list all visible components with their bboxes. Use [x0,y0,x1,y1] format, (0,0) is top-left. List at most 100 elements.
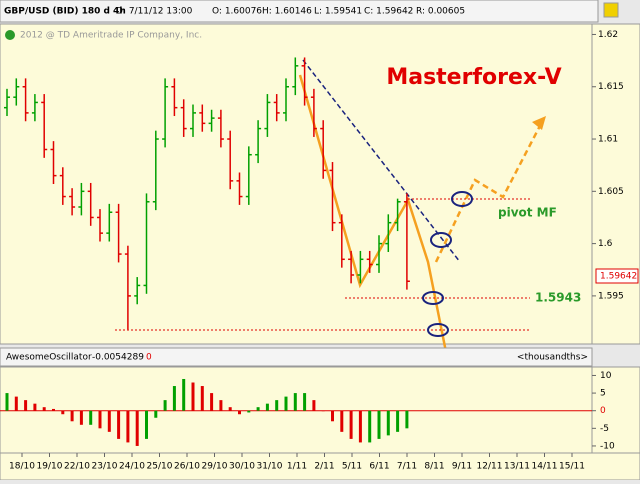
x-tick-label: 26/10 [174,462,200,472]
x-tick-label: 19/10 [37,462,63,472]
x-tick-label: 22/10 [64,462,90,472]
osc-bar [135,410,139,446]
osc-bar [70,410,74,422]
osc-bar [14,396,18,411]
arrow-head [532,116,546,130]
osc-value: -0.0054289 [92,353,144,363]
osc-bar [293,393,297,411]
osc-bar [191,382,195,411]
x-tick-label: 1/11 [287,462,307,472]
osc-title: AwesomeOscillator [6,353,92,363]
wave-line [298,74,450,363]
osc-bar [368,410,372,443]
last-price-box [595,268,639,284]
osc-bar [24,400,28,411]
x-tick-label: 9/11 [452,462,472,472]
osc-bar [33,403,37,411]
copyright: 2012 @ TD Ameritrade IP Company, Inc. [20,31,202,41]
trend-line [302,59,461,263]
symbol: GBP/USD (BID) 180 d 4h [4,7,126,17]
last-price: 1.59642 [600,272,637,282]
header-range: R: 0.00605 [416,7,465,17]
y-tick-label: 1.61 [598,135,618,145]
osc-bar [377,410,381,439]
y-tick-label: 1.615 [598,82,624,92]
osc-bar [238,410,241,415]
x-tick-label: 8/11 [424,462,444,472]
y-tick-label: -10 [600,441,615,451]
osc-bar [228,407,232,411]
projection-line [434,119,545,263]
osc-bar [61,410,65,415]
y-tick-label: 1.62 [598,30,618,40]
brand-title: Masterforex-V [386,65,561,90]
osc-bar [42,407,46,411]
y-tick-label: -5 [600,424,609,434]
osc-bar [79,410,83,425]
osc-bar [219,400,223,411]
x-tick-label: 31/10 [257,462,283,472]
osc-bar [358,410,362,443]
osc-bar [312,400,316,411]
osc-bar [349,410,353,439]
x-tick-label: 23/10 [92,462,118,472]
osc-bar [405,410,409,429]
y-tick-label: 1.605 [598,187,624,197]
x-tick-label: 25/10 [147,462,173,472]
osc-bar [210,393,214,411]
y-tick-label: 0 [600,406,606,416]
x-tick-label: 15/11 [559,462,585,472]
osc-bar [5,393,9,411]
x-tick-label: 14/11 [532,462,558,472]
marker-ellipse [422,291,444,305]
marker-ellipse [451,191,473,207]
osc-flag: 0 [146,353,152,363]
header-close: C: 1.59642 [364,7,413,17]
x-tick-label: 29/10 [202,462,228,472]
y-tick-label: 1.595 [598,291,624,301]
osc-bar [200,386,204,411]
osc-bar [256,407,260,411]
x-tick-label: 6/11 [369,462,389,472]
osc-unit: <thousandths> [517,353,588,363]
osc-bar [98,410,102,429]
osc-bar [396,410,400,432]
level-label: 1.5943 [535,291,581,305]
osc-bar [172,386,176,411]
y-tick-label: 5 [600,389,606,399]
toolbar-icon[interactable] [603,2,619,18]
osc-bar [275,400,279,411]
marker-ellipse [427,323,449,337]
osc-bar [163,400,167,411]
osc-bar [126,410,130,443]
osc-bar [52,408,55,411]
osc-bar [89,410,93,425]
osc-bar [145,410,148,439]
osc-bar [154,410,158,418]
osc-bar [182,378,186,411]
osc-bar [107,410,111,432]
x-tick-label: 5/11 [342,462,362,472]
x-tick-label: 12/11 [477,462,503,472]
pivot-label: pivot MF [498,206,557,220]
x-tick-label: 2/11 [314,462,334,472]
osc-bar [321,410,325,412]
x-tick-label: 13/11 [504,462,530,472]
osc-bar [340,410,344,432]
x-tick-label: 7/11 [397,462,417,472]
x-axis-panel [0,452,640,481]
logo [5,30,15,40]
osc-header [0,347,593,367]
osc-bar [386,410,390,436]
header-bar [0,0,599,23]
osc-bar [247,410,251,413]
osc-bar [265,403,269,411]
header-date: D: 7/11/12 13:00 [116,7,193,17]
x-tick-label: 30/10 [229,462,255,472]
y-tick-label: 1.6 [598,239,613,249]
y-tick-label: 10 [600,371,612,381]
header-low: L: 1.59541 [314,7,362,17]
osc-bar [331,410,334,422]
marker-ellipse [430,232,452,248]
